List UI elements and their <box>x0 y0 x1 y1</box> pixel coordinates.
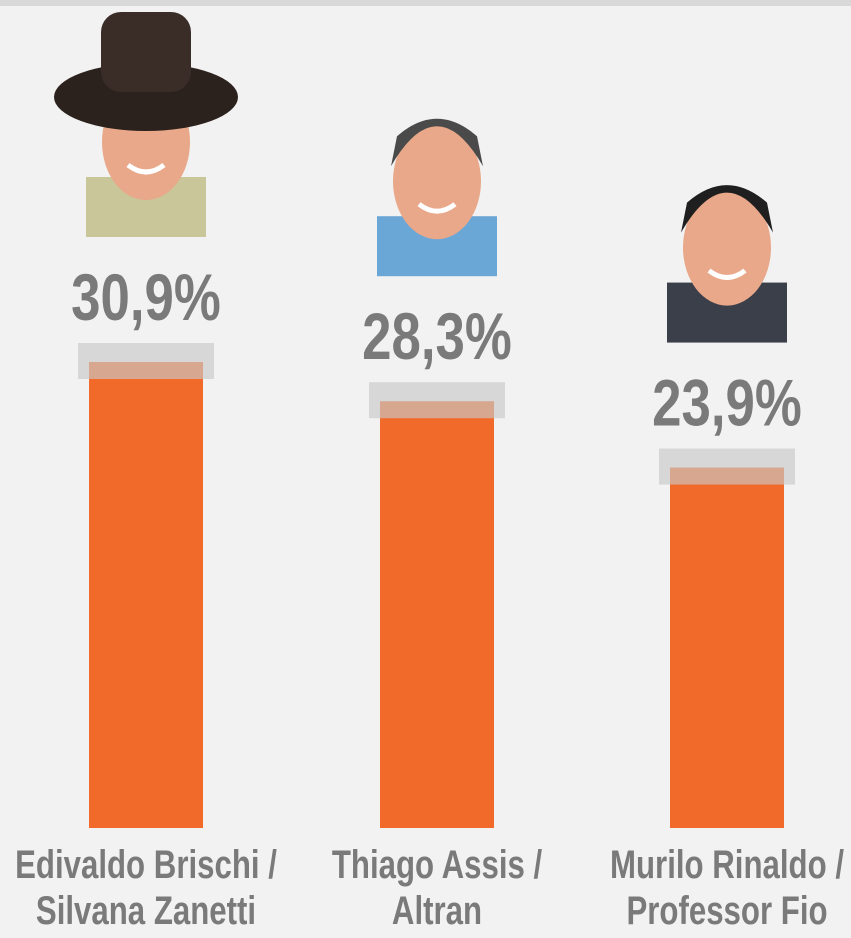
value-label: 30,9% <box>71 260 221 334</box>
portrait-hat-crown <box>101 12 191 92</box>
portrait-face <box>393 123 481 240</box>
category-label: Murilo Rinaldo / Professor Fio <box>610 843 844 933</box>
bar <box>670 467 784 828</box>
bar-cap <box>78 343 214 379</box>
portrait-smile <box>126 162 166 175</box>
portrait <box>377 118 497 277</box>
category-label: Edivaldo Brischi / Silvana Zanetti <box>15 843 277 933</box>
portrait-hair <box>681 185 773 233</box>
portrait <box>54 12 238 237</box>
portrait-hat-brim <box>54 63 238 131</box>
bar <box>89 362 203 828</box>
bar-cap <box>369 382 505 419</box>
top-rule <box>0 0 851 6</box>
portrait-smile <box>417 202 457 214</box>
portrait-hair <box>391 118 483 167</box>
portrait <box>667 185 787 343</box>
bar-cap <box>659 448 795 485</box>
category-label: Thiago Assis / Altran <box>331 843 543 933</box>
value-label: 28,3% <box>362 300 512 374</box>
portrait-smile <box>707 268 747 281</box>
bar <box>380 401 494 828</box>
value-label: 23,9% <box>652 366 802 440</box>
portrait-face <box>683 189 771 306</box>
